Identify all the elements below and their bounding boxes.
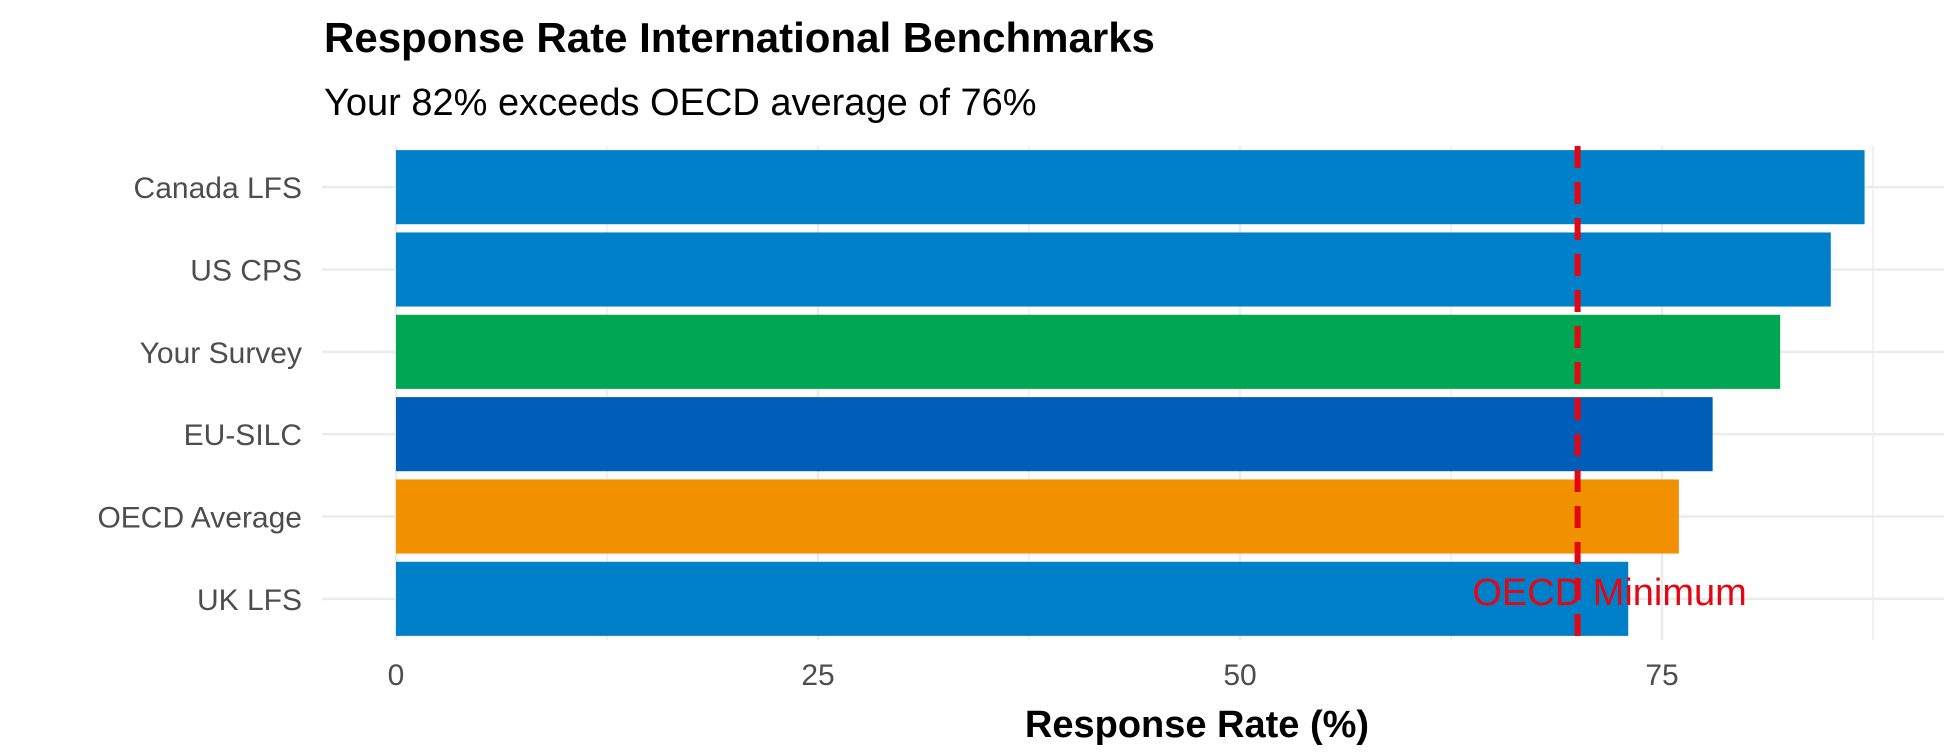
y-tick-label: Canada LFS (134, 172, 302, 205)
x-tick-label: 50 (1223, 659, 1256, 692)
x-tick-label: 75 (1645, 659, 1678, 692)
x-axis-label: Response Rate (%) (1025, 704, 1369, 746)
y-tick-label: US CPS (190, 255, 302, 288)
bar (396, 561, 1629, 636)
bar (396, 314, 1781, 389)
bar (396, 150, 1865, 225)
y-tick-label: OECD Average (97, 502, 302, 535)
y-tick-label: Your Survey (140, 337, 302, 370)
x-tick-label: 25 (801, 659, 834, 692)
bar (396, 232, 1831, 307)
bars (396, 150, 1865, 636)
chart-title: Response Rate International Benchmarks (324, 14, 1155, 61)
bar (396, 397, 1713, 472)
x-tick-label: 0 (388, 659, 405, 692)
x-axis-ticks: 0 25 50 75 (388, 659, 1679, 692)
reference-line-label: OECD Minimum (1472, 572, 1746, 614)
y-tick-label: EU-SILC (184, 419, 302, 452)
chart-subtitle: Your 82% exceeds OECD average of 76% (324, 82, 1037, 124)
y-tick-label: UK LFS (197, 584, 302, 617)
reference-line-group: OECD Minimum (1472, 146, 1747, 640)
y-axis-ticks: Canada LFS US CPS Your Survey EU-SILC OECD A… (97, 172, 302, 617)
bar (396, 479, 1679, 554)
